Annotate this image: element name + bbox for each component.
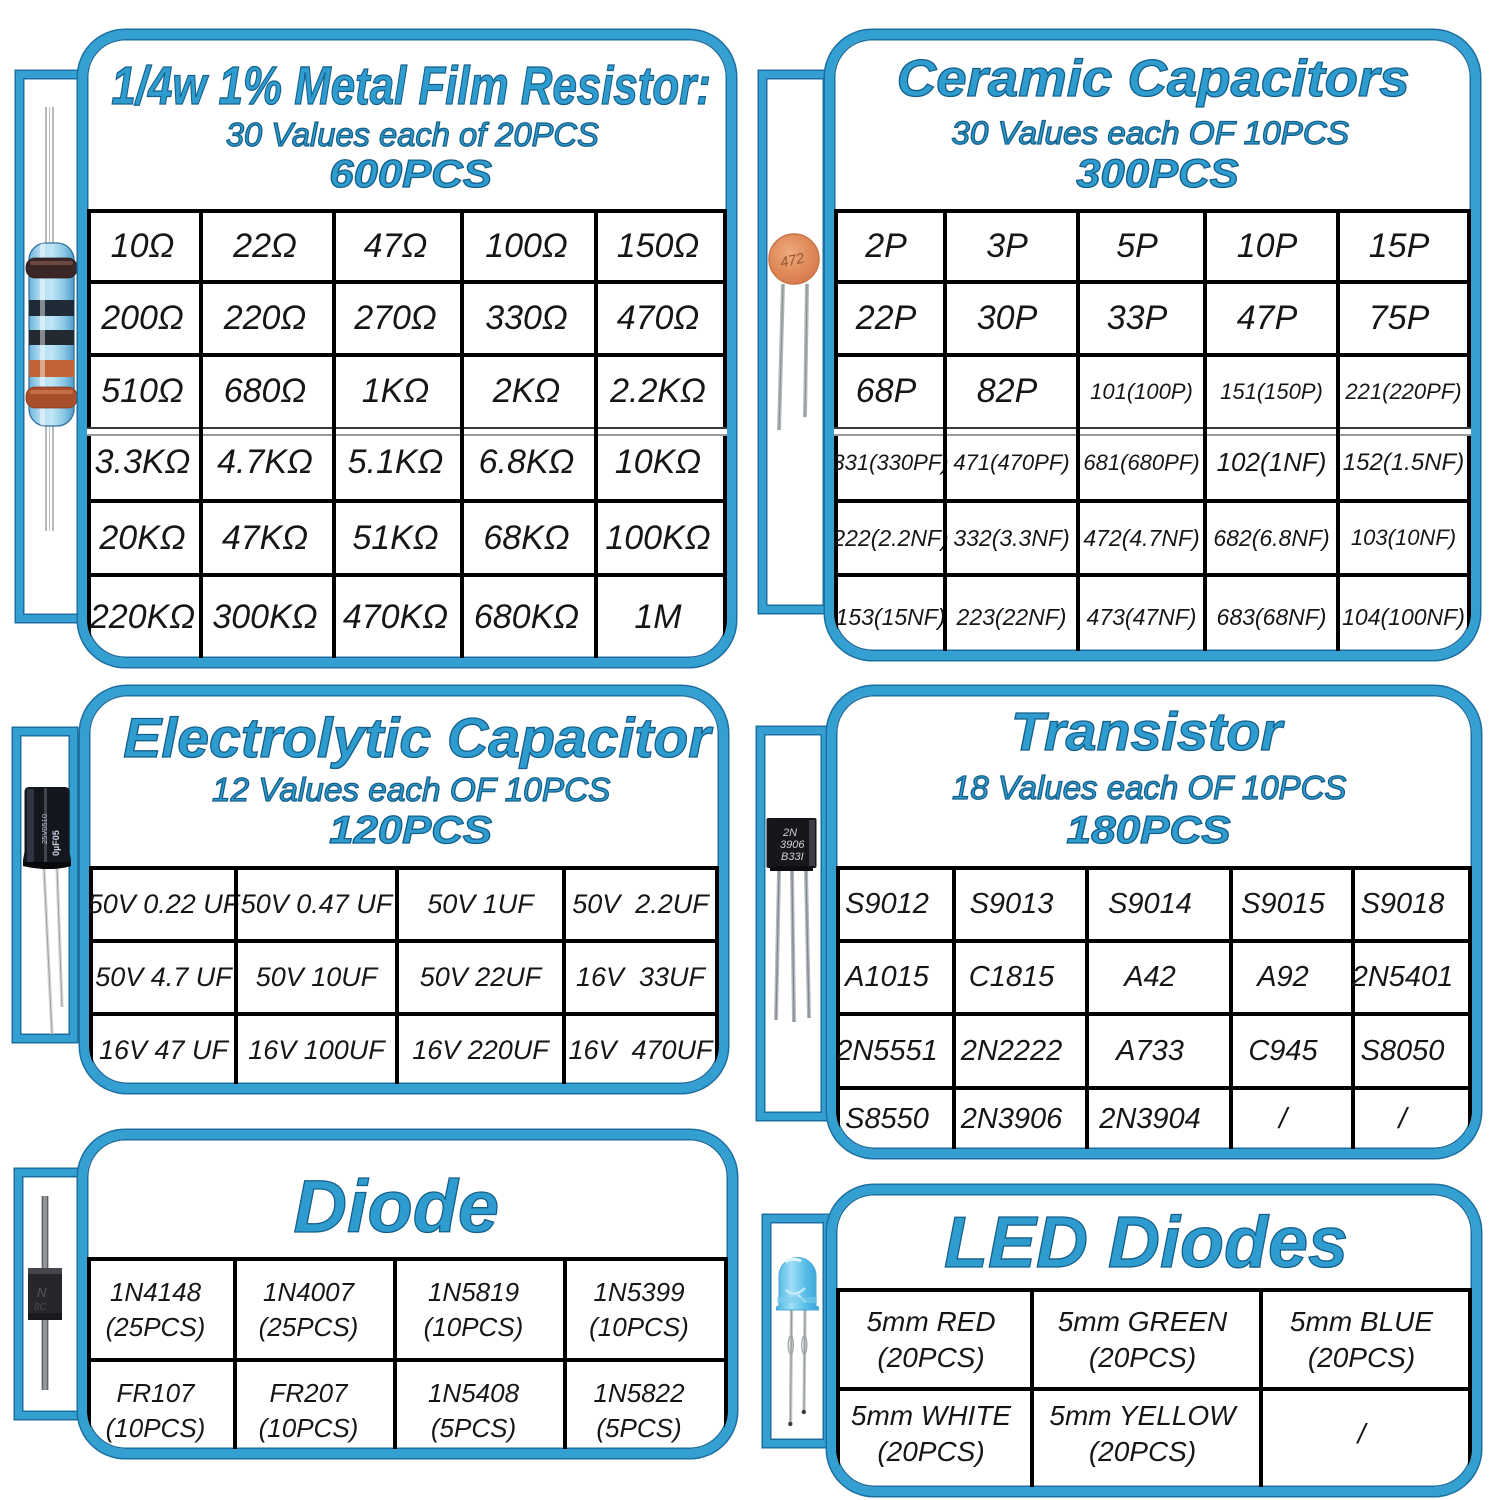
svg-text:2N: 2N bbox=[782, 827, 797, 839]
svg-text:3906: 3906 bbox=[780, 839, 805, 851]
svg-text:8C: 8C bbox=[34, 1302, 48, 1313]
svg-text:B33I: B33I bbox=[781, 851, 804, 863]
svg-text:N: N bbox=[37, 1285, 47, 1300]
svg-text:0µF05: 0µF05 bbox=[51, 830, 61, 856]
svg-text:472: 472 bbox=[779, 251, 806, 272]
svg-text:25V0510: 25V0510 bbox=[40, 814, 49, 844]
